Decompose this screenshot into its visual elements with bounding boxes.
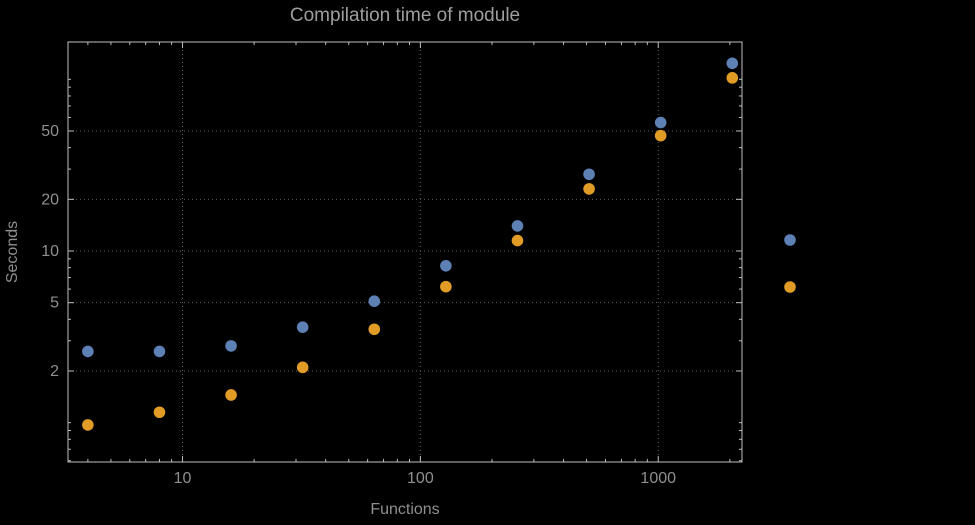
- data-point-series-2: [583, 183, 595, 195]
- legend-marker-2: [784, 281, 796, 293]
- data-point-series-2: [368, 323, 381, 336]
- plot-frame: [67, 41, 743, 463]
- y-tick-label: 2: [50, 363, 59, 380]
- data-point-series-1: [440, 259, 452, 272]
- data-point-series-1: [583, 168, 595, 181]
- legend-marker-1: [784, 234, 796, 246]
- x-axis-label: Functions: [370, 501, 440, 518]
- data-point-series-2: [153, 406, 166, 419]
- data-point-series-2: [440, 280, 452, 293]
- data-point-series-1: [82, 345, 94, 358]
- chart-title: Compilation time of module: [289, 5, 521, 26]
- data-point-series-2: [225, 389, 237, 401]
- data-point-series-2: [511, 234, 524, 247]
- y-tick-label: 5: [50, 295, 59, 312]
- data-point-series-1: [225, 340, 237, 352]
- x-tick-label: 100: [407, 470, 434, 487]
- data-point-series-2: [296, 361, 309, 374]
- data-point-series-1: [654, 116, 667, 129]
- x-tick-label: 10: [174, 470, 192, 487]
- x-tick-label: 1000: [640, 470, 676, 487]
- data-point-series-1: [296, 321, 309, 333]
- data-point-series-2: [82, 419, 94, 431]
- y-tick-label: 10: [41, 243, 59, 260]
- data-point-series-1: [511, 220, 524, 232]
- data-point-series-1: [368, 295, 381, 307]
- data-point-series-1: [153, 345, 166, 358]
- data-point-series-1: [726, 57, 739, 70]
- y-tick-label: 20: [41, 191, 59, 208]
- y-tick-label: 50: [41, 123, 59, 140]
- data-point-series-2: [726, 72, 739, 84]
- data-point-series-2: [654, 129, 667, 142]
